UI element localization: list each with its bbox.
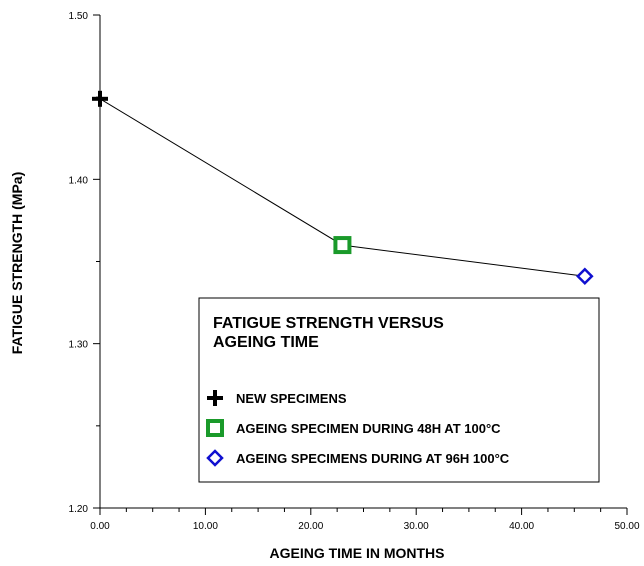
legend-entry-label: AGEING SPECIMENS DURING AT 96H 100°C	[236, 451, 510, 466]
legend-marker-square	[206, 419, 224, 437]
legend-marker-plus	[207, 390, 223, 406]
data-point-plus	[92, 90, 108, 107]
x-tick-label: 40.00	[509, 521, 534, 532]
x-tick-label: 50.00	[614, 521, 639, 532]
y-tick-label: 1.20	[69, 504, 89, 515]
legend-title-line-2: AGEING TIME	[213, 334, 319, 351]
legend-box	[198, 297, 600, 483]
data-point-diamond	[576, 267, 594, 286]
legend-entries: NEW SPECIMENS AGEING SPECIMEN DURING 48H …	[206, 390, 510, 467]
y-tick-label: 1.30	[69, 340, 89, 351]
y-tick-label: 1.50	[69, 11, 89, 22]
data-point-square	[333, 236, 352, 255]
legend-entry-label: NEW SPECIMENS	[236, 391, 347, 406]
legend-title-line-1: FATIGUE STRENGTH VERSUS	[213, 315, 444, 332]
x-tick-label: 20.00	[298, 521, 323, 532]
x-tick-label: 0.00	[90, 521, 110, 532]
legend-entry-label: AGEING SPECIMEN DURING 48H AT 100°C	[236, 421, 501, 436]
y-axis-title: FATIGUE STRENGTH (MPa)	[9, 172, 25, 355]
legend: FATIGUE STRENGTH VERSUS AGEING TIME NEW …	[198, 297, 600, 483]
axis-tick-labels: 0.00 10.00 20.00 30.00 40.00 50.00 1.20 1.30 1.4…	[69, 11, 640, 532]
y-tick-label: 1.40	[69, 175, 89, 186]
axis-ticks	[93, 14, 628, 515]
x-axis-title: AGEING TIME IN MONTHS	[270, 545, 445, 561]
x-tick-label: 10.00	[193, 521, 218, 532]
data-markers	[92, 90, 594, 286]
x-tick-label: 30.00	[404, 521, 429, 532]
legend-marker-diamond	[206, 449, 224, 467]
